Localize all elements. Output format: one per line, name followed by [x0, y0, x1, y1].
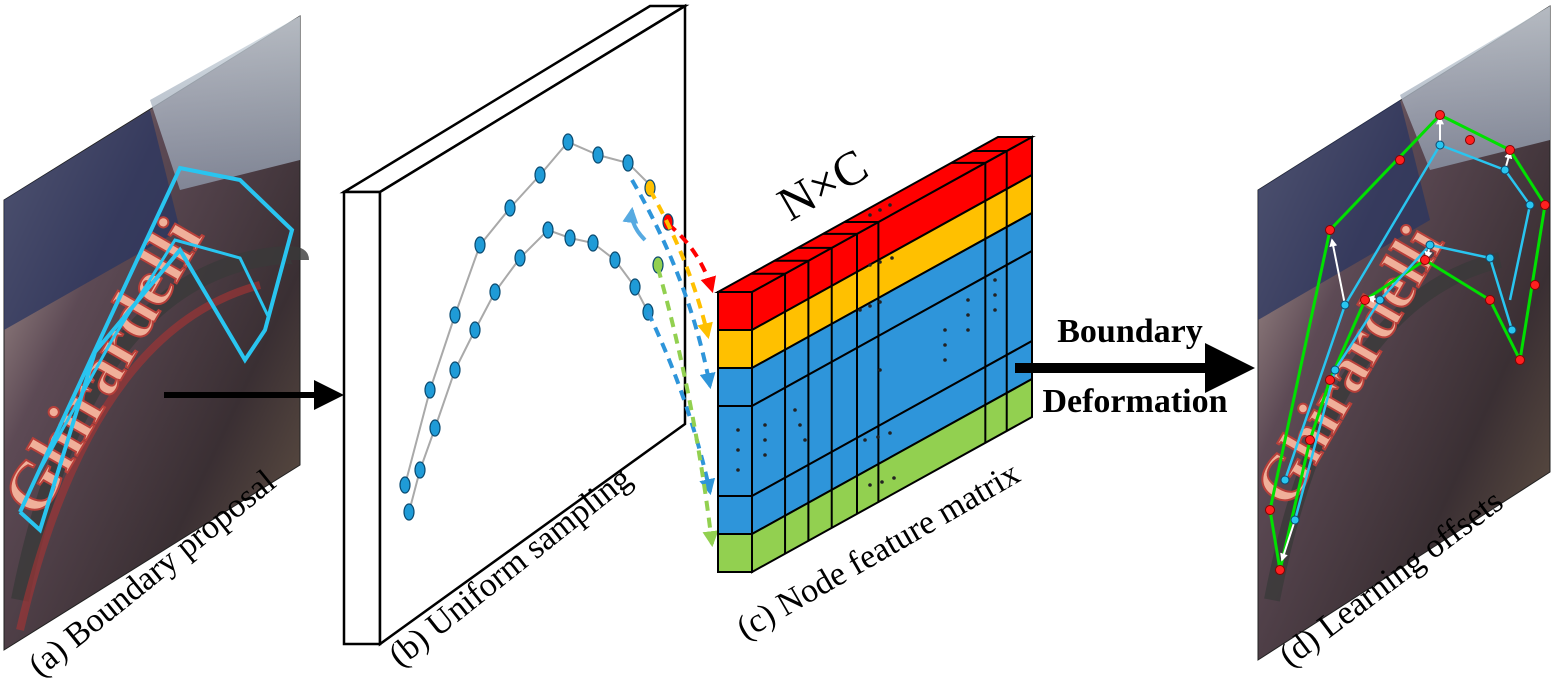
feature-mapping-arrows	[630, 178, 719, 548]
matrix-ellipsis-dot	[803, 438, 807, 442]
matrix-front-cell-3	[717, 405, 753, 497]
panel-d: Ghirardelli	[1240, 5, 1551, 674]
matrix-ellipsis-dot	[763, 438, 767, 442]
matrix-ellipsis-dot	[890, 256, 894, 260]
matrix-ellipsis-dot	[892, 476, 896, 480]
matrix-ellipsis-dot	[888, 431, 892, 435]
panel-b: (b) Uniform sampling	[339, 3, 719, 674]
matrix-ellipsis-dot	[863, 438, 867, 442]
matrix-ellipsis-dot	[868, 263, 872, 267]
matrix-ellipsis-dot	[763, 423, 767, 427]
matrix-ellipsis-dot	[993, 278, 997, 282]
sampling-slab	[339, 3, 690, 647]
matrix-front-cell-5	[717, 533, 753, 573]
photo-d: Ghirardelli	[1240, 5, 1551, 661]
original-vertices	[1280, 140, 1535, 525]
matrix-ellipsis-dot	[943, 343, 947, 347]
photo-a: Ghirardelli	[0, 15, 309, 651]
matrix-ellipsis-dot	[763, 453, 767, 457]
sampled-points	[399, 133, 674, 521]
matrix-ellipsis-dot	[878, 260, 882, 264]
matrix-ellipsis-dot	[943, 358, 947, 362]
matrix-ellipsis-dot	[736, 468, 740, 472]
deformation-label-line2: Deformation	[1042, 383, 1227, 420]
matrix-front-cell-0	[717, 291, 753, 331]
matrix-ellipsis-dot	[880, 480, 884, 484]
matrix-ellipsis-dot	[736, 448, 740, 452]
boundary-proposal-outline	[18, 165, 295, 534]
matrix-ellipsis-dot	[943, 328, 947, 332]
offset-vertices	[1265, 110, 1550, 575]
matrix-ellipsis-dot	[878, 300, 882, 304]
matrix-ellipsis-dot	[868, 483, 872, 487]
panel-c: N×C (c) Node feature matrix	[714, 135, 1036, 647]
matrix-front-cell-4	[717, 495, 753, 535]
matrix-ellipsis-dot	[868, 304, 872, 308]
matrix-ellipsis-dot	[966, 298, 970, 302]
matrix-ellipsis-dot	[876, 435, 880, 439]
panel-a: Ghirardelli (a) Boundary proposal	[0, 15, 344, 682]
feature-matrix	[714, 135, 1036, 574]
matrix-ellipsis-dot	[878, 368, 882, 372]
matrix-ellipsis-dot	[858, 308, 862, 312]
matrix-ellipsis-dot	[798, 423, 802, 427]
matrix-ellipsis-dot	[966, 328, 970, 332]
matrix-ellipsis-dot	[966, 313, 970, 317]
matrix-front-cell-1	[717, 329, 753, 369]
matrix-ellipsis-dot	[878, 208, 882, 212]
matrix-ellipsis-dot	[993, 308, 997, 312]
matrix-front-cell-2	[717, 367, 753, 407]
matrix-ellipsis-dot	[736, 428, 740, 432]
matrix-ellipsis-dot	[888, 203, 892, 207]
sampling-rotation-arrow	[622, 206, 647, 242]
matrix-ellipsis-dot	[993, 293, 997, 297]
boundary-deformation: Boundary Deformation	[1015, 313, 1255, 420]
matrix-ellipsis-dot	[868, 213, 872, 217]
matrix-ellipsis-dot	[793, 408, 797, 412]
deformation-label-line1: Boundary	[1057, 313, 1203, 350]
